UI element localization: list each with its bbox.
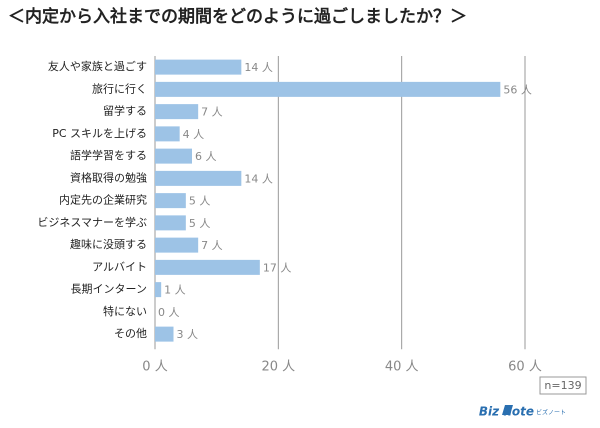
y-tick-label: 語学学習をする — [70, 148, 147, 162]
bar — [155, 170, 242, 186]
y-tick-label: 旅行に行く — [92, 81, 147, 95]
value-label: 56 人 — [503, 83, 532, 96]
annotation: n=139 — [544, 379, 581, 392]
y-tick-label: 趣味に没頭する — [70, 237, 147, 251]
y-tick-label: 長期インターン — [71, 283, 147, 296]
value-label: 17 人 — [263, 261, 292, 274]
bar — [155, 193, 186, 209]
value-label: 3 人 — [177, 328, 199, 341]
bar — [155, 126, 180, 142]
bar — [155, 326, 174, 342]
value-label: 14 人 — [244, 172, 272, 185]
value-label: 7 人 — [201, 239, 223, 252]
value-label: 5 人 — [189, 217, 211, 230]
y-tick-label: 資格取得の勉強 — [70, 170, 147, 184]
y-tick-label: アルバイト — [92, 260, 147, 273]
y-tick-label: 友人や家族と過ごす — [48, 59, 147, 73]
bar — [155, 215, 186, 231]
x-tick-label: 40 人 — [385, 360, 419, 375]
y-tick-label: 留学する — [103, 104, 147, 118]
y-tick-label: PC スキルを上げる — [52, 127, 147, 140]
logo-sub: ビズノート — [536, 409, 566, 417]
bar — [155, 104, 199, 120]
x-tick-label: 0 人 — [142, 360, 167, 375]
x-tick-label: 20 人 — [261, 360, 295, 375]
bar — [155, 81, 501, 97]
value-label: 4 人 — [183, 128, 205, 141]
value-label: 14 人 — [244, 61, 272, 74]
value-label: 5 人 — [189, 195, 211, 208]
value-label: 0 人 — [158, 306, 180, 319]
value-label: 1 人 — [164, 284, 186, 297]
x-tick-label: 60 人 — [508, 360, 542, 375]
logo-icon — [502, 405, 513, 415]
y-tick-label: ビジネスマナーを学ぶ — [37, 215, 147, 229]
bar — [155, 59, 242, 75]
value-label: 7 人 — [201, 106, 223, 119]
y-tick-label: 特にない — [103, 304, 147, 318]
annotation-box — [539, 376, 587, 395]
bar — [155, 148, 192, 164]
chart-title: ＜内定から入社までの期間をどのように過ごしましたか？＞ — [8, 6, 467, 27]
value-label: 6 人 — [195, 150, 217, 163]
y-tick-label: その他 — [114, 327, 147, 340]
bar — [155, 259, 260, 275]
bar — [155, 282, 162, 298]
y-tick-label: 内定先の企業研究 — [59, 193, 147, 207]
bar — [155, 237, 199, 253]
